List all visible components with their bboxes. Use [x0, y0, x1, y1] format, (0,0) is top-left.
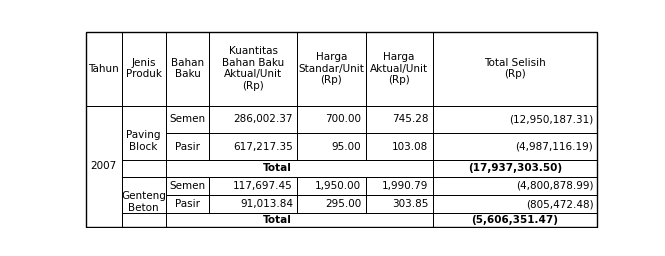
Text: Harga
Standar/Unit
(Rp): Harga Standar/Unit (Rp): [299, 52, 364, 85]
Text: 286,002.37: 286,002.37: [233, 114, 293, 124]
Text: 745.28: 745.28: [392, 114, 428, 124]
Text: Kuantitas
Bahan Baku
Aktual/Unit
(Rp): Kuantitas Bahan Baku Aktual/Unit (Rp): [222, 46, 285, 91]
Text: 95.00: 95.00: [332, 142, 362, 152]
Text: 295.00: 295.00: [325, 199, 362, 209]
Text: 91,013.84: 91,013.84: [240, 199, 293, 209]
Text: 117,697.45: 117,697.45: [233, 181, 293, 191]
Text: 103.08: 103.08: [392, 142, 428, 152]
Text: Pasir: Pasir: [175, 142, 200, 152]
Text: Total Selisih
(Rp): Total Selisih (Rp): [484, 58, 546, 79]
Text: Tahun: Tahun: [88, 64, 119, 74]
Text: Total: Total: [263, 163, 291, 173]
Text: 700.00: 700.00: [325, 114, 362, 124]
Text: Total: Total: [263, 215, 291, 225]
Text: (805,472.48): (805,472.48): [526, 199, 593, 209]
Text: (4,987,116.19): (4,987,116.19): [515, 142, 593, 152]
Text: (5,606,351.47): (5,606,351.47): [471, 215, 559, 225]
Text: Genteng
Beton: Genteng Beton: [121, 191, 166, 212]
Text: Semen: Semen: [170, 181, 205, 191]
Text: (4,800,878.99): (4,800,878.99): [516, 181, 593, 191]
Text: Bahan
Baku: Bahan Baku: [171, 58, 204, 79]
Text: Jenis
Produk: Jenis Produk: [126, 58, 162, 79]
Text: Semen: Semen: [170, 114, 205, 124]
Text: Harga
Aktual/Unit
(Rp): Harga Aktual/Unit (Rp): [370, 52, 428, 85]
Text: Paving
Block: Paving Block: [126, 130, 161, 152]
Text: 1,950.00: 1,950.00: [315, 181, 362, 191]
Text: 2007: 2007: [90, 161, 117, 171]
Text: (17,937,303.50): (17,937,303.50): [468, 163, 562, 173]
Text: 617,217.35: 617,217.35: [233, 142, 293, 152]
Text: Pasir: Pasir: [175, 199, 200, 209]
Text: 303.85: 303.85: [392, 199, 428, 209]
Text: (12,950,187.31): (12,950,187.31): [509, 114, 593, 124]
Text: 1,990.79: 1,990.79: [382, 181, 428, 191]
